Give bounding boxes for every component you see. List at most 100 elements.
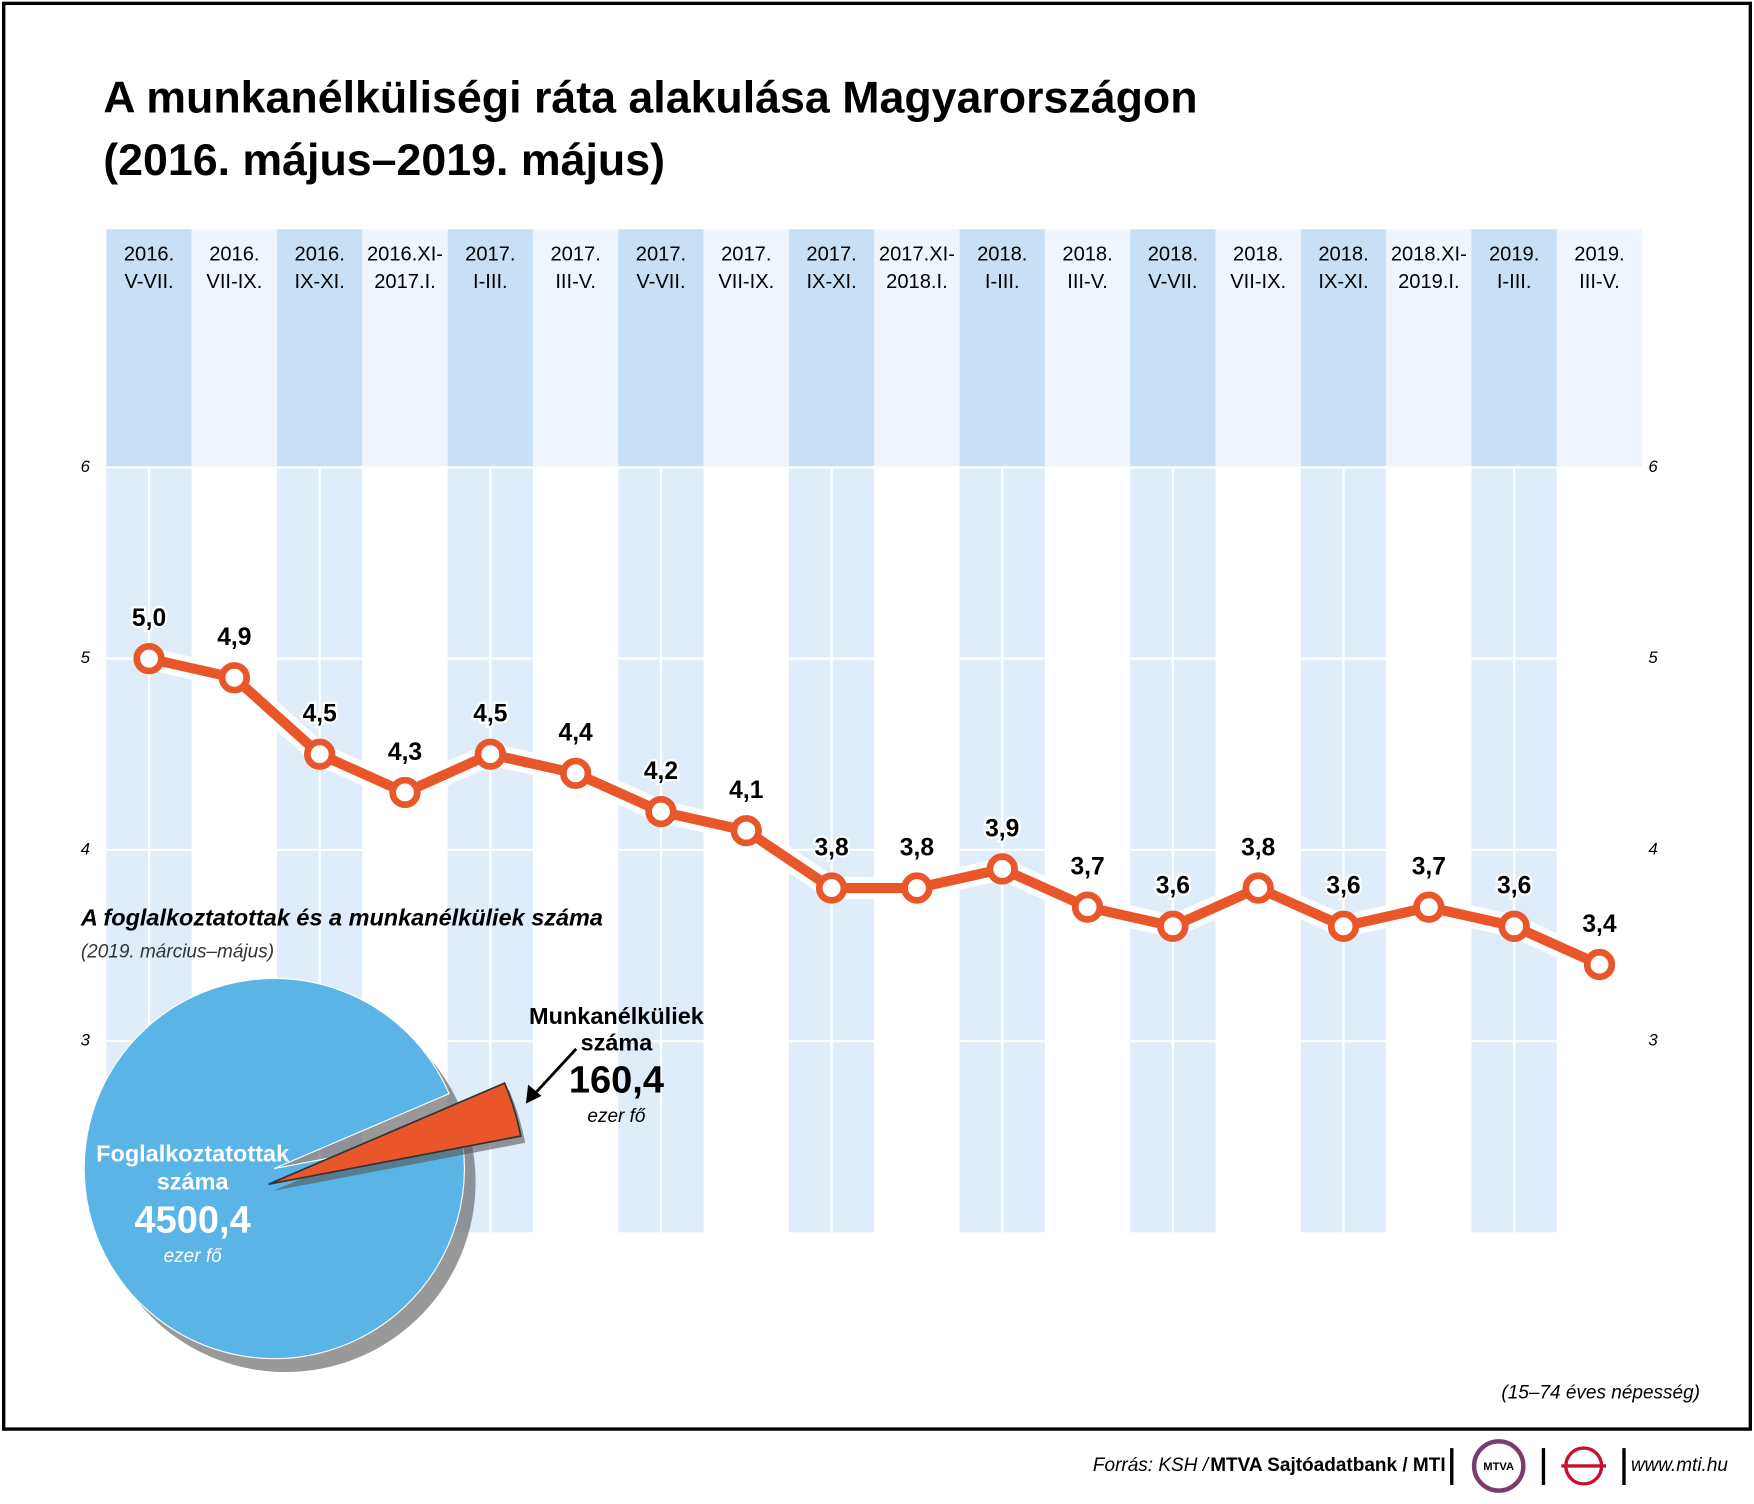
value-label: 4,9 [217,624,251,651]
x-tick-label: I-III. [1497,271,1532,293]
value-label: 3,7 [1070,854,1104,881]
pie-value: 4500,4 [135,1199,251,1241]
point [986,853,1018,885]
value-label: 3,6 [1326,873,1360,900]
value-label: 3,9 [985,815,1019,842]
pie-subtitle: (2019. március–május) [81,942,274,963]
value-label: 3,8 [900,834,934,861]
header-band [447,229,533,468]
point [559,757,592,790]
header-band [532,229,619,468]
x-tick-label: 2016.XI- [367,243,443,265]
x-tick-label: 2018. [977,243,1027,265]
x-tick-label: V-VII. [1148,271,1197,293]
x-tick-label: 2018. [1148,243,1198,265]
chart-subtitle: (2016. május–2019. május) [103,136,665,185]
point [730,815,762,847]
x-tick-label: 2016. [124,243,174,265]
value-label: 3,4 [1582,911,1617,938]
header-band [788,229,875,468]
point [1157,910,1189,942]
value-label: 4,4 [559,720,594,747]
header-band [618,229,704,468]
point [1413,891,1445,923]
x-tick-label: VII-IX. [1230,271,1286,293]
column-bands [106,229,1643,1233]
pointer-head [525,1084,542,1104]
value-label: 4,1 [729,777,763,804]
header-band [959,229,1045,468]
x-tick-label: V-VII. [124,271,173,293]
x-tick-label: 2018. [1062,243,1112,265]
x-tick-label: III-V. [1579,271,1620,293]
x-tick-label: I-III. [985,271,1020,293]
y2-tick-label: 4 [1648,839,1657,858]
header-band [1130,229,1216,468]
point [645,795,677,828]
x-tick-label: VII-IX. [206,271,262,293]
pie-slice [83,977,465,1360]
pie-label: száma [581,1030,654,1056]
x-tick-label: 2017.I. [374,271,436,293]
pie-label: száma [157,1168,230,1194]
header-band [1386,229,1472,468]
pie-label: Munkanélküliek [529,1003,705,1029]
value-label: 4,2 [644,758,678,785]
x-tick-label: 2016. [209,243,259,265]
x-tick-label: III-V. [1067,271,1108,293]
x-tick-label: VII-IX. [718,271,774,293]
value-label: 5,0 [132,605,166,632]
website: www.mti.hu [1631,1455,1729,1476]
x-tick-label: III-V. [555,271,596,293]
pointer [533,1047,578,1095]
value-label: 3,6 [1156,873,1190,900]
x-tick-label: 2019. [1489,243,1539,265]
header-band [874,229,960,468]
x-tick-label: 2017. [550,243,600,265]
x-tick-label: 2017. [806,243,856,265]
x-tick-label: 2016. [295,243,345,265]
y-tick-label: 5 [81,648,91,667]
x-tick-label: IX-XI. [1318,271,1368,293]
x-tick-label: 2017. [465,243,515,265]
point [1583,948,1616,981]
value-label: 3,7 [1412,854,1446,881]
logo-text: MTVA [1483,1461,1514,1473]
value-label: 4,5 [303,701,337,728]
y2-tick-label: 5 [1648,648,1658,667]
header-band [1215,229,1301,468]
point [1498,910,1530,942]
point [133,642,165,675]
x-tick-label: 2018. [1318,243,1368,265]
header-band [191,229,278,468]
x-tick-label: IX-XI. [806,271,856,293]
value-label: 3,6 [1497,873,1531,900]
point [389,776,421,809]
point [1242,872,1274,904]
pie-value: 160,4 [569,1059,664,1101]
header-band [703,229,789,468]
x-tick-label: IX-XI. [295,271,345,293]
point [218,662,251,694]
x-tick-label: 2019. [1574,243,1624,265]
x-tick-label: 2018. [1233,243,1283,265]
y2-tick-label: 6 [1648,457,1658,476]
mtva-logo [1471,1439,1526,1493]
point [1327,910,1360,942]
x-tick-label: 2019.I. [1398,271,1459,293]
y2-tick-label: 3 [1648,1030,1658,1049]
chart-title: A munkanélküliségi ráta alakulása Magyar… [103,73,1197,122]
x-tick-label: I-III. [473,271,508,293]
header-band [1471,229,1557,468]
point [1071,891,1104,923]
source-prefix: Forrás: KSH / [1093,1455,1210,1476]
x-tick-label: V-VII. [636,271,685,293]
x-tick-label: 2017. [721,243,771,265]
header-band [1556,229,1643,468]
x-tick-label: 2018.I. [886,271,948,293]
pie-slice [268,1082,522,1186]
point [474,738,506,770]
y-tick-label: 4 [81,839,90,858]
